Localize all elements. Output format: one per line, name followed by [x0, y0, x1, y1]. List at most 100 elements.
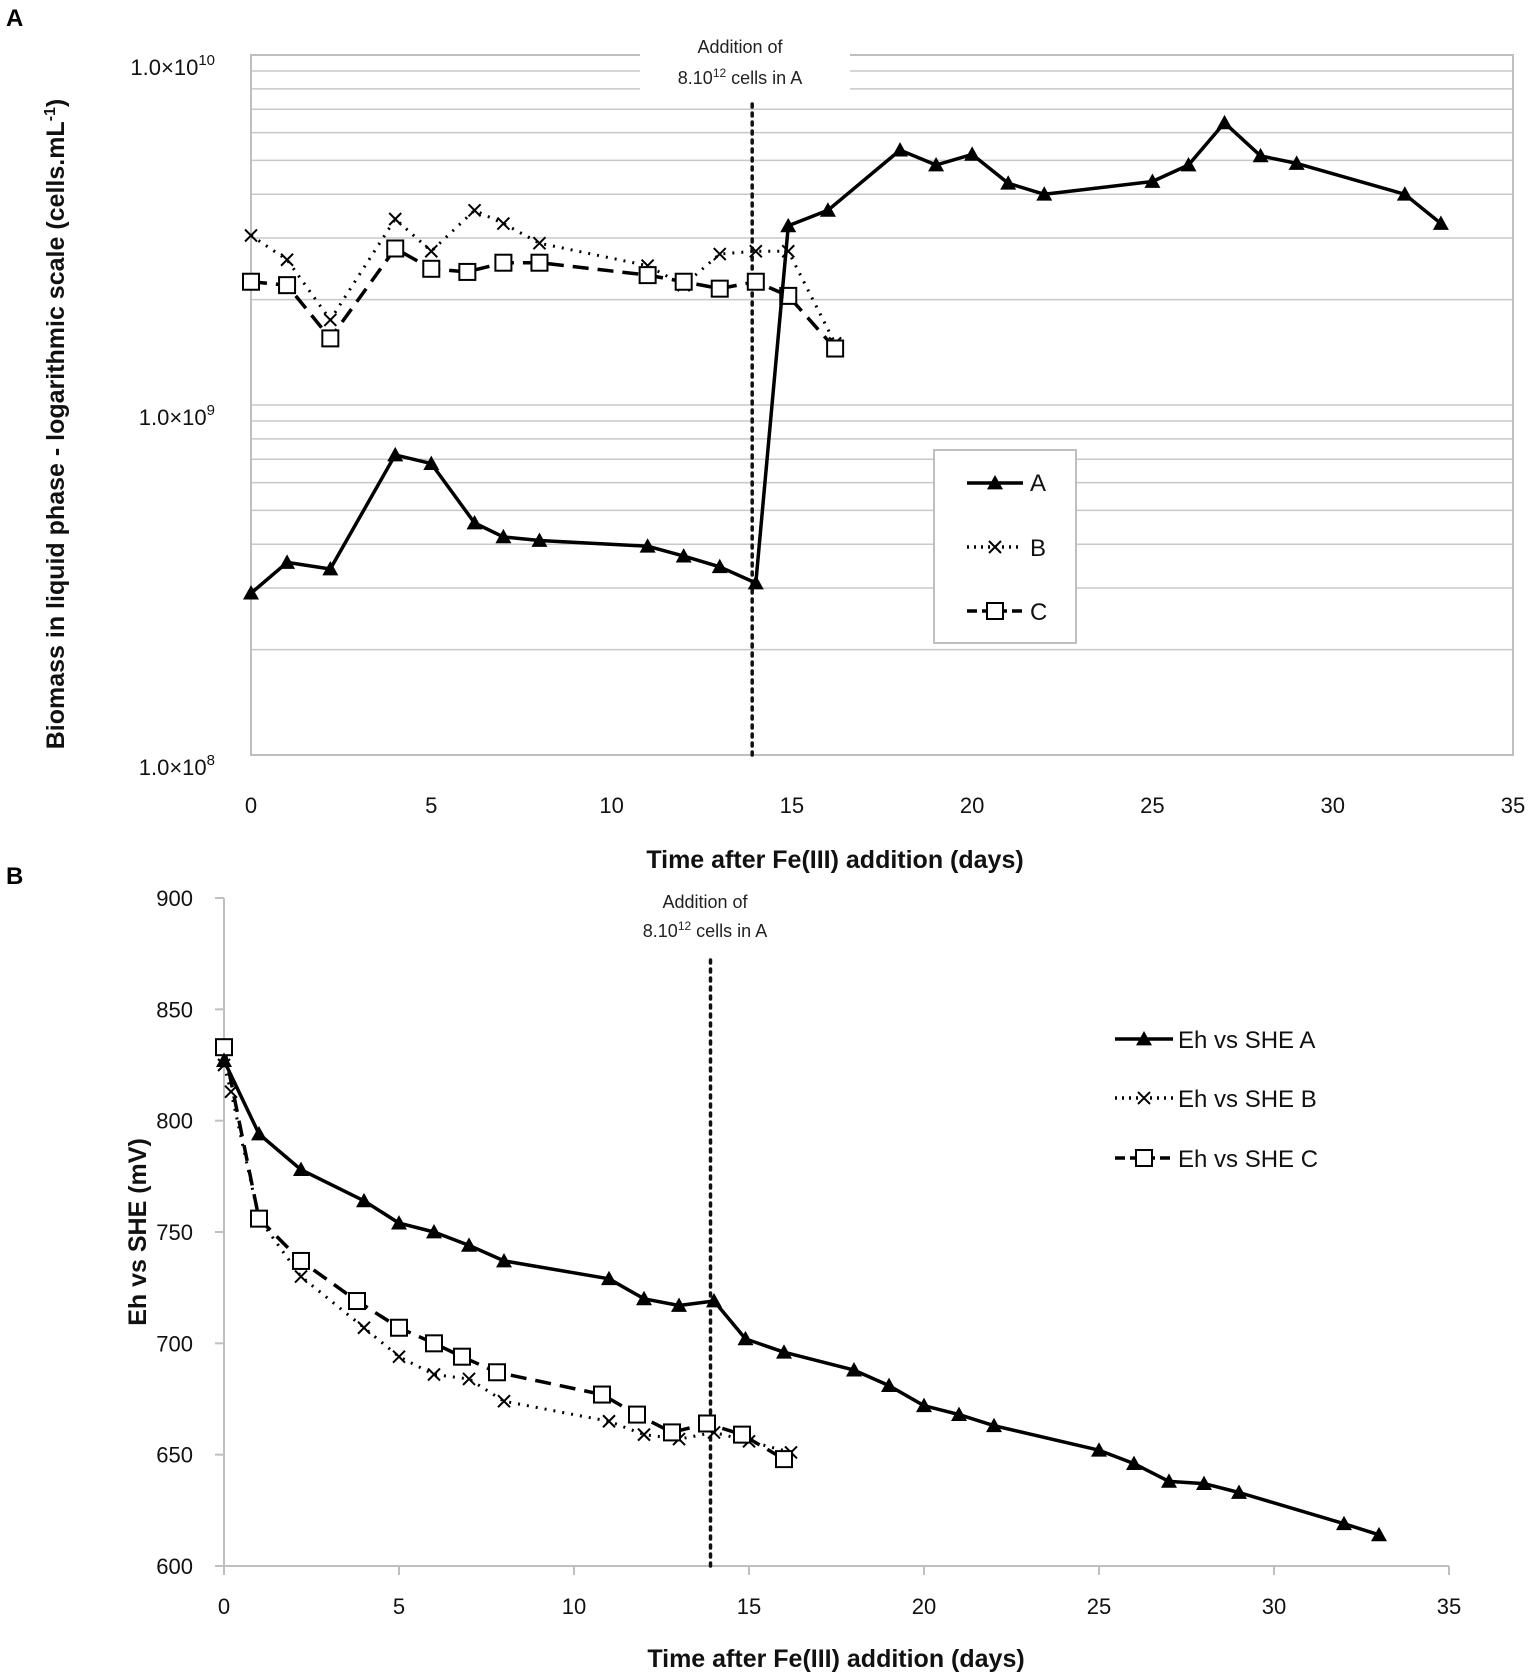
panel-a-ytick-label: 1.0×1010: [130, 52, 215, 80]
panel-b-series-a-point: [1336, 1515, 1352, 1531]
panel-a-xtick-label: 20: [960, 793, 984, 818]
panel-b-ytick-label: 800: [156, 1109, 193, 1134]
panel-a-y-axis-title-sup: -1: [42, 107, 59, 121]
panel-a-series-b-point: [388, 212, 402, 226]
panel-b-series-c-point: [292, 1251, 310, 1270]
panel-a-xtick-label: 10: [599, 793, 623, 818]
panel-b-series-a-point: [706, 1293, 722, 1308]
panel-a-series-a-line: [249, 121, 1443, 595]
panel-b-y-ticks: 600 650 700 750 800 850 900: [156, 886, 193, 1579]
panel-b-xtick-label: 15: [737, 1594, 761, 1619]
panel-b-series-b-point: [427, 1367, 441, 1382]
panel-b-series-b-point: [497, 1394, 511, 1408]
panel-b-xtick-label: 20: [912, 1594, 936, 1619]
panel-b-series-c-point: [250, 1209, 268, 1228]
panel-b-series-a-point: [916, 1397, 932, 1413]
panel-b-series-a-point: [496, 1252, 512, 1268]
panel-b-series-c-point: [775, 1450, 793, 1469]
panel-b-legend-label-a: Eh vs SHE A: [1178, 1027, 1315, 1054]
panel-a-series-c-point: [422, 259, 441, 278]
panel-a-legend-frame: [933, 449, 1077, 644]
panel-b: B Addition of 8.1012 cells in A 600 650 70…: [6, 863, 1461, 1673]
panel-b-series-c-legend-marker: [1135, 1149, 1153, 1167]
panel-b-annotation-suffix: cells in A: [691, 921, 767, 941]
panel-a-annotation-number: 8.10: [678, 68, 713, 88]
panel-b-xtick-label: 35: [1437, 1594, 1461, 1619]
panel-b-series-a-point: [461, 1237, 477, 1252]
panel-b-series-a-point: [776, 1344, 792, 1359]
panel-a-legend-samples: [967, 475, 1023, 620]
panel-b-y-axis-title: Eh vs SHE (mV): [124, 1138, 152, 1326]
panel-b-ytick-label: 600: [156, 1554, 193, 1579]
panel-a-series-a-point: [1396, 186, 1413, 201]
panel-a-series-c-point: [321, 329, 340, 348]
panel-a-series-a-point: [1144, 173, 1161, 188]
panel-b-series-b-legend-marker: [1137, 1091, 1151, 1105]
panel-b-series-b-point: [357, 1321, 371, 1335]
panel-a-y-ticks: 1.0×1010 1.0×109 1.0×108: [130, 52, 215, 780]
panel-a-series-b-point: [323, 313, 338, 327]
panel-a-series-b-point: [467, 203, 482, 218]
panel-a-series-c-point: [674, 272, 693, 291]
panel-a-series-a-point: [892, 142, 909, 157]
panel-b-series-a-legend-marker: [1136, 1031, 1152, 1046]
panel-a-legend-label-c: C: [1030, 599, 1047, 626]
panel-a-series-a-legend-marker: [987, 475, 1003, 490]
panel-b-series-c-point: [593, 1385, 611, 1404]
panel-a-x-ticks: 0 5 10 15 20 25 30 35: [245, 793, 1525, 818]
panel-a-legend-label-b: B: [1030, 535, 1046, 562]
panel-a-annotation-line1: Addition of: [697, 37, 783, 57]
panel-a-series-a-point: [639, 538, 656, 553]
panel-a-xtick-label: 0: [245, 793, 257, 818]
panel-b-series-a-point: [1196, 1475, 1212, 1491]
panel-a-series-b-point: [749, 244, 763, 258]
panel-b-series-c-point: [425, 1334, 443, 1353]
panel-a-ytick-label: 1.0×109: [139, 402, 215, 430]
panel-a-series-b-point: [532, 236, 547, 250]
panel-a-series-b-point: [713, 247, 727, 261]
panel-a-series-c-point: [458, 262, 477, 281]
panel-b-series-a-point: [251, 1126, 267, 1141]
panel-a-y-axis-title-end: ): [42, 99, 70, 107]
panel-a-series-a-point: [1216, 114, 1233, 130]
panel-b-series-a-point: [881, 1377, 897, 1393]
panel-b-ytick-label: 850: [156, 997, 193, 1022]
panel-a-series-b-point: [496, 216, 511, 231]
panel-b-series: [215, 1038, 1387, 1542]
panel-b-series-c-point: [663, 1423, 681, 1442]
panel-a-series-a-point: [1180, 156, 1197, 172]
panel-a-xtick-label: 25: [1140, 793, 1164, 818]
panel-a-xtick-label: 30: [1320, 793, 1344, 818]
panel-a-series-a-point: [1288, 155, 1305, 170]
panel-b-series-c-point: [628, 1405, 646, 1424]
panel-a-series-a-point: [675, 548, 692, 563]
panel-b-series-c-point: [698, 1414, 716, 1433]
panel-b-series-a-point: [636, 1290, 652, 1306]
panel-b-series-b-line: [222, 1064, 792, 1454]
panel-b-series-a-point: [737, 1330, 754, 1346]
panel-a-series-b-line: [250, 208, 837, 345]
panel-b-annotation-line2: 8.1012 cells in A: [643, 919, 767, 941]
panel-b-series-a-point: [846, 1362, 862, 1377]
panel-a-series-c-point: [710, 279, 729, 298]
panel-b-ytick-label: 650: [156, 1443, 193, 1468]
panel-b-series-a-line: [222, 1059, 1380, 1537]
panel-a-series-a-point: [747, 575, 764, 590]
panel-a-ytick-exponent: 8: [207, 752, 215, 769]
panel-a-ytick-label: 1.0×108: [139, 752, 215, 780]
panel-b-xtick-label: 10: [562, 1594, 586, 1619]
panel-b-series-a-point: [1161, 1473, 1177, 1488]
panel-b-xtick-label: 25: [1087, 1594, 1111, 1619]
panel-a-series-a-point: [466, 515, 483, 530]
panel-b-annotation-number: 8.10: [643, 921, 678, 941]
panel-b-xtick-label: 5: [393, 1594, 405, 1619]
panel-a-series-a-point: [780, 217, 797, 233]
panel-b-series-a-point: [951, 1406, 967, 1421]
panel-a-y-axis-title-text: Biomass in liquid phase - logarithmic sc…: [42, 121, 70, 749]
panel-b-ytick-label: 750: [156, 1220, 193, 1245]
panel-a-annotation-exponent: 12: [713, 66, 727, 80]
panel-a-annotation-background: [640, 30, 850, 94]
panel-a-series-a-point: [819, 202, 836, 217]
panel-a-series-b-point: [424, 244, 438, 258]
